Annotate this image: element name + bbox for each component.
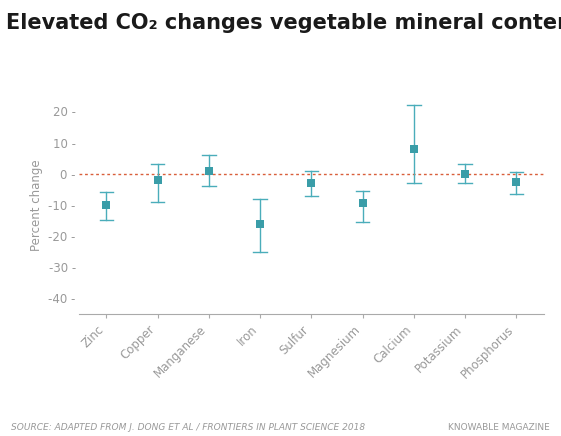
Text: Elevated CO₂ changes vegetable mineral content: Elevated CO₂ changes vegetable mineral c… bbox=[6, 13, 561, 33]
Point bbox=[204, 167, 213, 174]
Text: SOURCE: ADAPTED FROM J. DONG ET AL / FRONTIERS IN PLANT SCIENCE 2018: SOURCE: ADAPTED FROM J. DONG ET AL / FRO… bbox=[11, 422, 365, 432]
Point bbox=[461, 170, 470, 177]
Point bbox=[307, 180, 316, 187]
Text: KNOWABLE MAGAZINE: KNOWABLE MAGAZINE bbox=[448, 422, 550, 432]
Point bbox=[256, 220, 265, 227]
Point bbox=[358, 200, 367, 207]
Point bbox=[512, 178, 521, 185]
Point bbox=[153, 177, 162, 184]
Point bbox=[102, 201, 111, 208]
Y-axis label: Percent change: Percent change bbox=[30, 159, 43, 251]
Point bbox=[410, 145, 419, 152]
